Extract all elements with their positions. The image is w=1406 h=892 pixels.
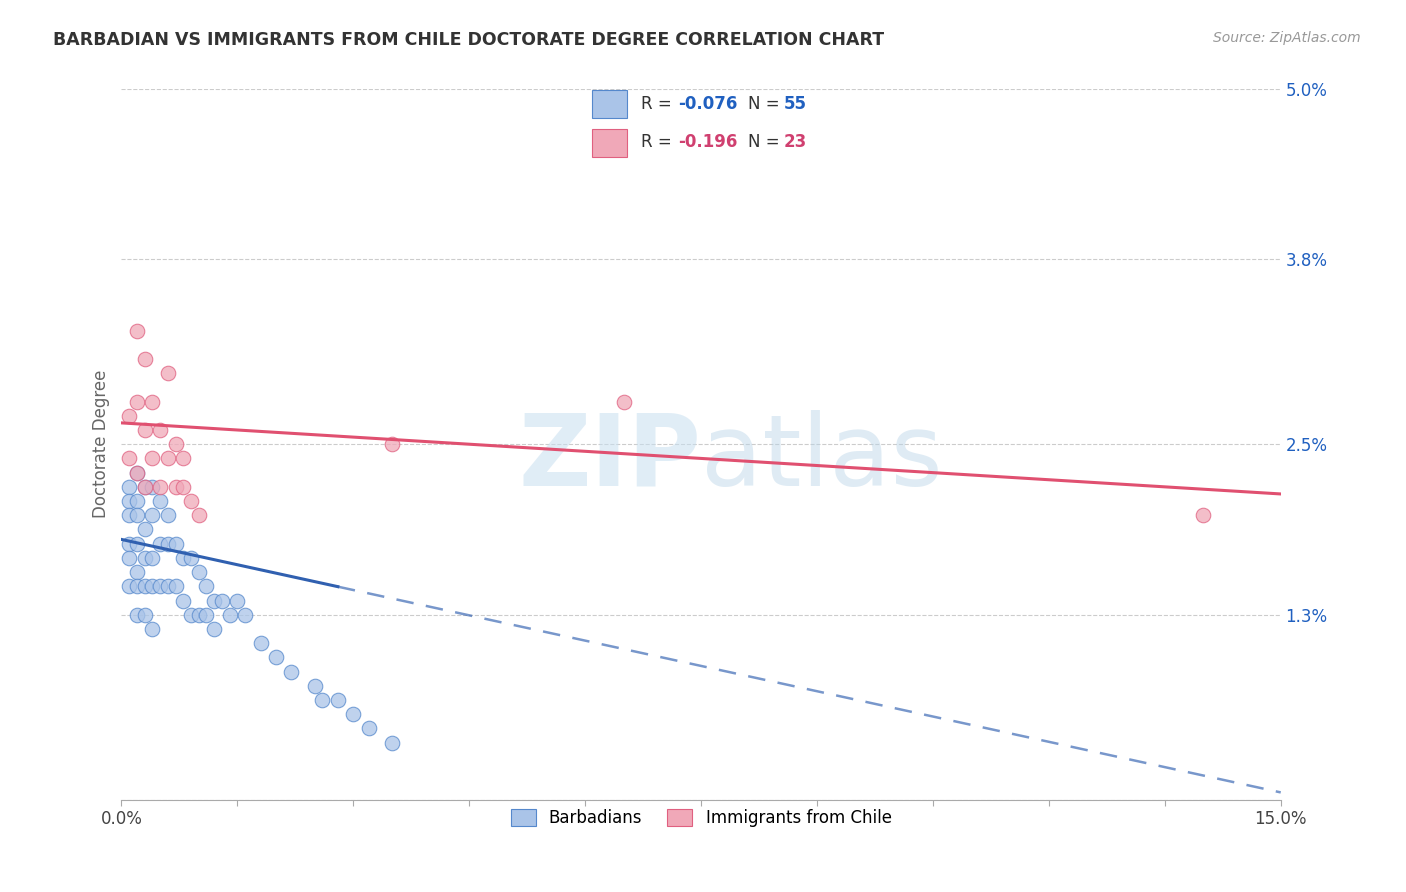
Text: atlas: atlas (702, 410, 942, 507)
Point (134, 351, 156, 366)
Y-axis label: Doctorate Degree: Doctorate Degree (93, 370, 110, 518)
Point (141, 579, 163, 593)
Point (134, 550, 156, 565)
Text: R =: R = (641, 95, 678, 113)
Point (125, 537, 148, 551)
Point (311, 693, 333, 707)
Point (134, 423, 156, 437)
Point (195, 607, 218, 622)
Point (1192, 508, 1215, 523)
Point (149, 423, 172, 437)
Point (125, 494, 148, 508)
Point (165, 437, 187, 451)
Point (134, 523, 156, 537)
Point (134, 607, 156, 622)
Point (172, 550, 194, 565)
Point (165, 537, 187, 551)
Point (134, 480, 156, 494)
Point (156, 508, 179, 523)
Point (156, 366, 179, 380)
Point (141, 394, 163, 409)
Point (202, 622, 225, 636)
Point (381, 437, 404, 451)
Point (156, 451, 179, 466)
Point (381, 736, 404, 750)
Point (156, 579, 179, 593)
Point (249, 636, 271, 650)
Point (165, 480, 187, 494)
Point (180, 550, 202, 565)
Point (202, 593, 225, 607)
Point (125, 466, 148, 480)
Bar (592, 90, 627, 119)
Point (118, 451, 141, 466)
Point (118, 494, 141, 508)
Point (125, 579, 148, 593)
Point (134, 480, 156, 494)
Point (134, 579, 156, 593)
Point (141, 451, 163, 466)
Point (125, 466, 148, 480)
Point (280, 665, 302, 679)
Point (172, 593, 194, 607)
Point (125, 324, 148, 338)
Point (118, 550, 141, 565)
Point (613, 394, 636, 409)
Text: -0.076: -0.076 (678, 95, 738, 113)
Point (141, 550, 163, 565)
Point (118, 537, 141, 551)
Point (125, 394, 148, 409)
Point (149, 537, 172, 551)
Point (172, 480, 194, 494)
Point (149, 579, 172, 593)
Text: N =: N = (748, 95, 785, 113)
Point (180, 494, 202, 508)
Text: -0.196: -0.196 (678, 133, 738, 151)
Point (141, 508, 163, 523)
Point (187, 508, 209, 523)
Point (165, 579, 187, 593)
Point (118, 579, 141, 593)
Point (118, 508, 141, 523)
Point (125, 607, 148, 622)
Point (180, 607, 202, 622)
Text: N =: N = (748, 133, 785, 151)
Point (326, 693, 349, 707)
Text: 55: 55 (783, 95, 807, 113)
Text: ZIP: ZIP (519, 410, 702, 507)
Text: R =: R = (641, 133, 678, 151)
Point (187, 607, 209, 622)
Legend: Barbadians, Immigrants from Chile: Barbadians, Immigrants from Chile (503, 802, 898, 834)
Point (226, 593, 249, 607)
Text: 23: 23 (783, 133, 807, 151)
Point (156, 537, 179, 551)
Point (264, 650, 287, 665)
Text: Source: ZipAtlas.com: Source: ZipAtlas.com (1213, 31, 1361, 45)
Text: BARBADIAN VS IMMIGRANTS FROM CHILE DOCTORATE DEGREE CORRELATION CHART: BARBADIAN VS IMMIGRANTS FROM CHILE DOCTO… (53, 31, 884, 49)
Point (141, 622, 163, 636)
Point (125, 508, 148, 523)
Point (118, 409, 141, 423)
Point (342, 707, 364, 722)
Point (233, 607, 256, 622)
Point (195, 579, 218, 593)
Point (211, 593, 233, 607)
Point (172, 451, 194, 466)
Bar (592, 128, 627, 157)
Point (149, 480, 172, 494)
Point (118, 480, 141, 494)
Point (141, 480, 163, 494)
Point (149, 494, 172, 508)
Point (304, 679, 326, 693)
Point (357, 722, 380, 736)
Point (218, 607, 240, 622)
Point (187, 565, 209, 579)
Point (125, 565, 148, 579)
